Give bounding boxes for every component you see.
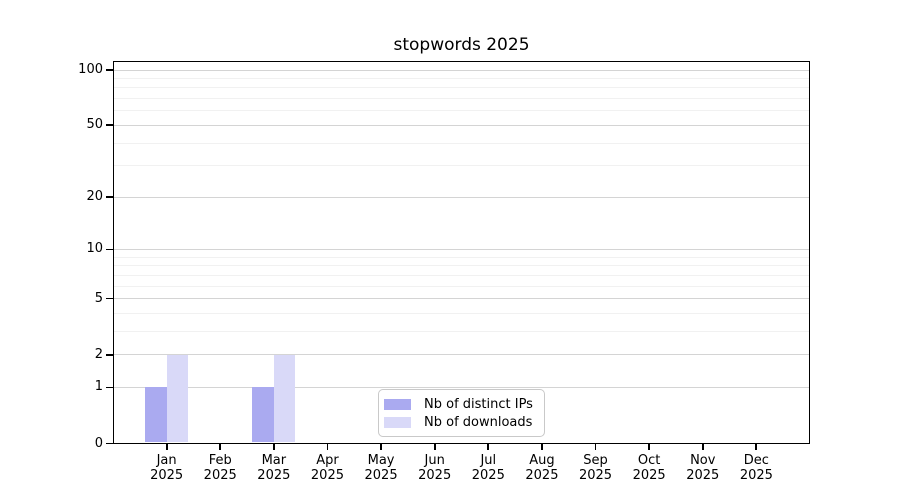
gridline-minor-8 [114, 265, 809, 267]
x-tick-label-nov-2025: Nov 2025 [663, 453, 743, 483]
x-tick-label-line: Jan [156, 453, 177, 468]
x-tick-label-line: Nov [690, 453, 716, 468]
gridline-minor-9 [114, 256, 809, 258]
x-tick-label-line: 2025 [364, 468, 398, 483]
x-tick-jun-2025 [433, 443, 436, 450]
x-tick-aug-2025 [541, 443, 543, 450]
chart-title: stopwords 2025 [393, 35, 530, 55]
y-tick-20 [106, 196, 113, 199]
legend-swatch-downloads [384, 416, 411, 428]
x-tick-label-line: 2025 [686, 468, 720, 483]
x-tick-label-may-2025: May 2025 [341, 453, 421, 483]
x-tick-label-line: Jun [424, 453, 445, 468]
legend: Nb of distinct IPs Nb of downloads [378, 389, 545, 437]
x-tick-nov-2025 [701, 443, 704, 450]
y-tick-5 [106, 297, 113, 300]
x-tick-label-line: Jul [480, 453, 497, 468]
y-tick-100 [106, 69, 113, 71]
gridline-major-50 [114, 124, 809, 126]
x-tick-label-line: Oct [637, 453, 661, 468]
y-tick-label-0: 0 [94, 435, 103, 451]
legend-item-downloads: Nb of downloads [384, 415, 538, 430]
y-tick-label-10: 10 [86, 241, 103, 257]
gridline-minor-90 [114, 78, 809, 80]
x-tick-label-line: Apr [316, 453, 339, 468]
x-tick-label-oct-2025: Oct 2025 [609, 453, 689, 483]
y-tick-2 [106, 353, 113, 356]
y-tick-label-2: 2 [94, 346, 103, 362]
x-tick-label-line: Mar [261, 453, 287, 468]
x-tick-label-dec-2025: Dec 2025 [716, 453, 796, 483]
gridline-major-2 [114, 354, 809, 356]
y-tick-10 [106, 248, 113, 251]
y-tick-label-5: 5 [94, 290, 103, 306]
gridline-major-5 [114, 298, 809, 300]
gridline-major-1 [114, 386, 809, 388]
bar-nb-of-distinct-ips-jan-2025 [145, 387, 167, 443]
legend-swatch-distinct-ips [384, 398, 411, 410]
x-tick-label-aug-2025: Aug 2025 [502, 453, 582, 483]
y-tick-label-50: 50 [86, 117, 103, 133]
gridline-minor-60 [114, 110, 809, 112]
legend-item-distinct-ips: Nb of distinct IPs [384, 397, 538, 412]
gridline-major-10 [114, 248, 809, 250]
gridline-minor-7 [114, 274, 809, 276]
gridline-minor-80 [114, 87, 809, 89]
gridline-minor-4 [114, 312, 809, 314]
legend-label-distinct-ips: Nb of distinct IPs [424, 396, 533, 412]
x-tick-may-2025 [380, 443, 382, 450]
x-tick-apr-2025 [326, 443, 329, 450]
x-tick-label-line: 2025 [632, 468, 666, 483]
x-tick-mar-2025 [272, 443, 275, 450]
x-tick-label-line: 2025 [150, 468, 184, 483]
y-tick-0 [106, 442, 113, 445]
x-tick-label-sep-2025: Sep 2025 [556, 453, 636, 483]
x-tick-label-line: 2025 [739, 468, 773, 483]
gridline-minor-40 [114, 142, 809, 144]
x-tick-feb-2025 [219, 443, 222, 450]
x-tick-jul-2025 [487, 443, 490, 450]
x-tick-label-line: 2025 [525, 468, 559, 483]
bar-nb-of-distinct-ips-mar-2025 [252, 387, 274, 443]
x-tick-label-jul-2025: Jul 2025 [448, 453, 528, 483]
y-tick-50 [106, 124, 113, 127]
x-tick-label-jan-2025: Jan 2025 [127, 453, 207, 483]
gridline-minor-70 [114, 98, 809, 100]
gridline-minor-30 [114, 165, 809, 167]
gridline-major-20 [114, 196, 809, 198]
x-tick-label-line: 2025 [203, 468, 237, 483]
x-tick-label-line: 2025 [471, 468, 505, 483]
bar-nb-of-downloads-jan-2025 [166, 354, 189, 443]
x-tick-label-line: Sep [583, 453, 608, 468]
x-tick-jan-2025 [165, 443, 168, 450]
x-tick-dec-2025 [755, 443, 758, 450]
x-tick-label-jun-2025: Jun 2025 [395, 453, 475, 483]
x-tick-label-line: 2025 [310, 468, 344, 483]
y-tick-1 [106, 386, 113, 389]
legend-label-downloads: Nb of downloads [424, 414, 533, 430]
y-tick-label-100: 100 [78, 62, 103, 78]
x-tick-label-line: Dec [743, 453, 769, 468]
x-tick-label-line: 2025 [257, 468, 291, 483]
y-tick-label-20: 20 [86, 189, 103, 205]
x-tick-label-feb-2025: Feb 2025 [180, 453, 260, 483]
x-tick-oct-2025 [648, 443, 651, 450]
x-tick-label-mar-2025: Mar 2025 [234, 453, 314, 483]
x-tick-label-line: 2025 [418, 468, 452, 483]
x-tick-label-line: 2025 [578, 468, 613, 483]
x-tick-label-line: Aug [529, 453, 555, 468]
bar-nb-of-downloads-mar-2025 [273, 354, 296, 443]
gridline-minor-3 [114, 330, 809, 332]
y-tick-label-1: 1 [94, 379, 103, 395]
x-tick-label-line: May [367, 453, 395, 468]
x-tick-sep-2025 [594, 443, 597, 450]
gridline-minor-6 [114, 285, 809, 287]
x-tick-label-line: Feb [208, 453, 232, 468]
gridline-major-100 [114, 69, 809, 71]
x-tick-label-apr-2025: Apr 2025 [287, 453, 367, 483]
